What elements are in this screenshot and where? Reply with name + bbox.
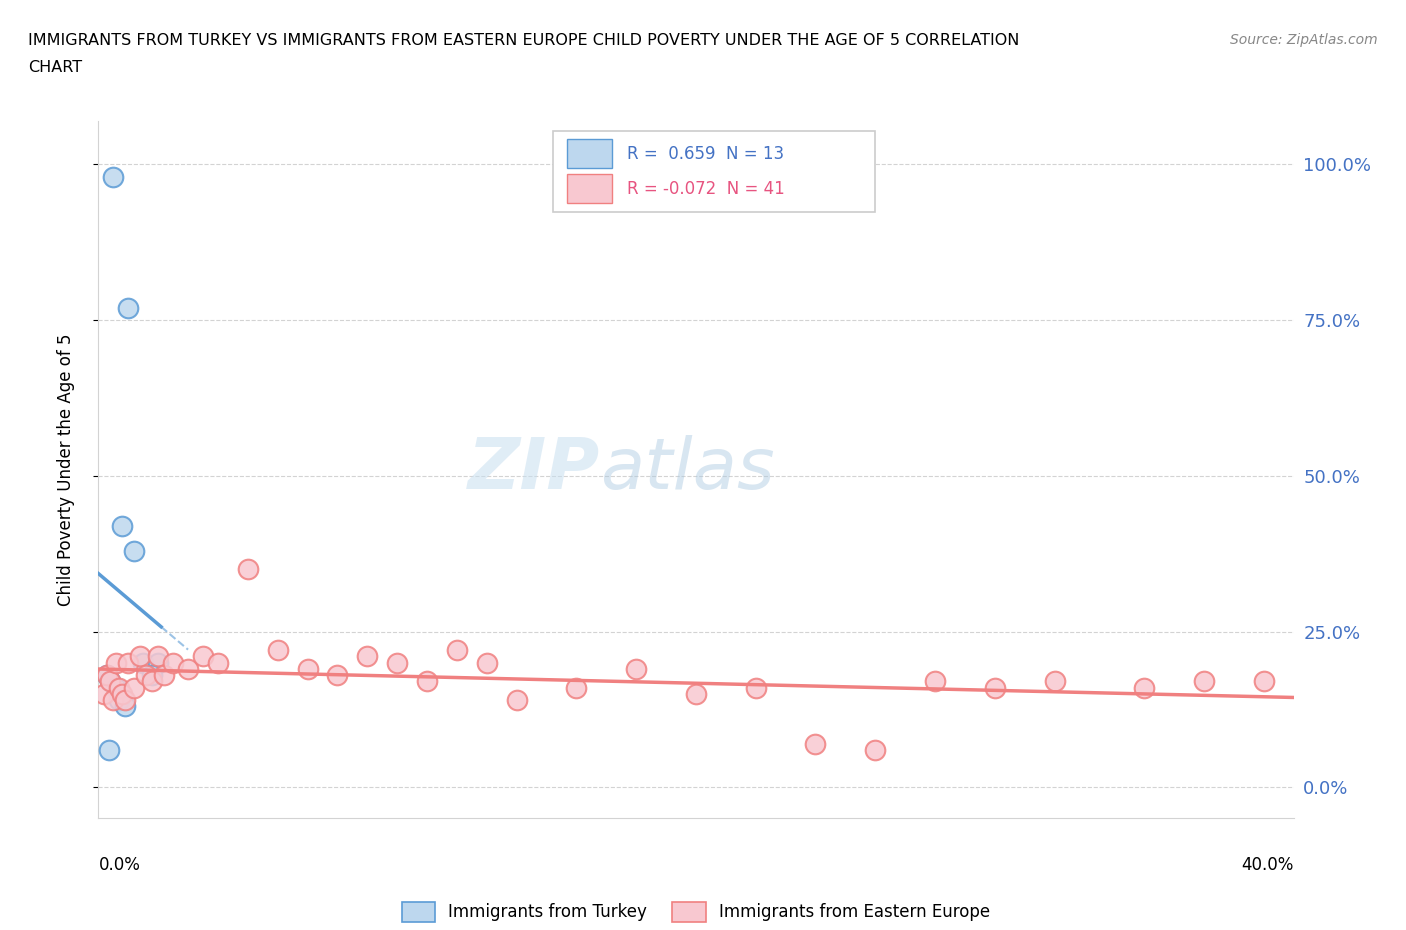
Point [685, 686, 707, 701]
Point [865, 742, 887, 757]
Point [153, 668, 176, 683]
Point [1043, 674, 1066, 689]
Point [93, 686, 115, 701]
Point [475, 656, 498, 671]
Point [385, 656, 409, 671]
Point [124, 543, 146, 558]
Point [297, 661, 319, 676]
Point [96, 668, 118, 683]
Point [148, 656, 170, 671]
Point [135, 668, 157, 683]
Point [148, 649, 170, 664]
Text: CHART: CHART [28, 60, 82, 75]
Point [98, 674, 122, 689]
Point [132, 656, 155, 671]
Point [114, 698, 136, 713]
Point [626, 661, 648, 676]
Point [103, 693, 125, 708]
FancyBboxPatch shape [567, 174, 613, 204]
Point [129, 649, 152, 664]
Legend: Immigrants from Turkey, Immigrants from Eastern Europe: Immigrants from Turkey, Immigrants from … [395, 895, 997, 929]
Text: 0.0%: 0.0% [98, 856, 141, 873]
Point [108, 680, 131, 695]
Point [236, 562, 259, 577]
Point [141, 668, 163, 683]
Point [745, 680, 768, 695]
Point [111, 686, 134, 701]
FancyBboxPatch shape [553, 131, 876, 212]
Point [96, 668, 118, 683]
Text: ZIP: ZIP [468, 435, 600, 504]
Point [191, 649, 214, 664]
Point [114, 693, 136, 708]
Text: Source: ZipAtlas.com: Source: ZipAtlas.com [1230, 33, 1378, 46]
Point [97, 742, 120, 757]
Point [1133, 680, 1156, 695]
Point [117, 300, 139, 315]
Text: R =  0.659  N = 13: R = 0.659 N = 13 [627, 145, 783, 163]
Point [124, 680, 146, 695]
Point [103, 169, 125, 184]
Point [446, 643, 468, 658]
Y-axis label: Child Poverty Under the Age of 5: Child Poverty Under the Age of 5 [56, 333, 75, 606]
Point [416, 674, 439, 689]
Point [105, 680, 128, 695]
Point [98, 674, 122, 689]
Point [108, 693, 131, 708]
Point [267, 643, 290, 658]
Point [111, 518, 134, 533]
Point [326, 668, 349, 683]
Point [162, 656, 184, 671]
Point [117, 656, 139, 671]
Point [565, 680, 588, 695]
Text: atlas: atlas [600, 435, 775, 504]
Point [506, 693, 529, 708]
FancyBboxPatch shape [567, 139, 613, 168]
Point [356, 649, 378, 664]
Point [105, 656, 128, 671]
Point [804, 737, 827, 751]
Point [207, 656, 229, 671]
Point [1192, 674, 1215, 689]
Point [177, 661, 200, 676]
Text: IMMIGRANTS FROM TURKEY VS IMMIGRANTS FROM EASTERN EUROPE CHILD POVERTY UNDER THE: IMMIGRANTS FROM TURKEY VS IMMIGRANTS FRO… [28, 33, 1019, 47]
Point [984, 680, 1007, 695]
Point [141, 674, 163, 689]
Text: 40.0%: 40.0% [1241, 856, 1294, 873]
Point [924, 674, 946, 689]
Text: R = -0.072  N = 41: R = -0.072 N = 41 [627, 179, 785, 197]
Point [1253, 674, 1275, 689]
